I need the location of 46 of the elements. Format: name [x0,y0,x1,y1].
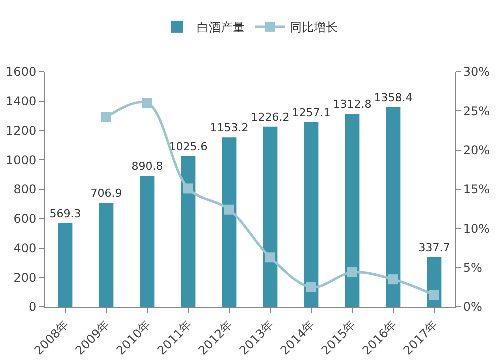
bar [181,156,196,307]
bar [345,114,360,307]
y2-tick-label: 25% [463,104,490,118]
y-tick-label: 200 [14,270,37,285]
y-tick-label: 1000 [6,153,37,168]
y-tick-label: 1600 [6,65,37,80]
bar [304,122,319,307]
data-label: 1257.1 [292,106,331,120]
y-tick-label: 800 [14,182,37,197]
y2-tick-label: 30% [463,65,490,80]
data-label: 890.8 [132,160,164,174]
point [142,98,152,108]
data-label: 1025.6 [169,140,208,154]
data-label: 706.9 [90,187,122,200]
y2-tick-label: 15% [463,182,490,197]
point [224,204,234,215]
data-label: 569.3 [50,207,82,220]
y-tick-label: 400 [14,241,37,256]
legend-label: 白酒产量 [197,20,245,35]
data-label: 1153.2 [210,122,249,135]
bar [263,126,278,307]
point [388,274,398,285]
y-tick-label: 600 [14,212,37,226]
bar [58,223,73,307]
point [306,282,316,292]
y-tick-label: 0 [28,300,37,314]
data-label: 1226.2 [251,110,290,124]
bar [99,203,114,307]
point [348,268,358,278]
y2-tick-label: 10% [463,222,490,236]
data-label: 1358.4 [374,91,413,104]
bar [222,138,237,307]
bar [140,176,155,307]
bar [386,107,401,307]
y-tick-label: 1200 [6,124,37,138]
y2-tick-label: 5% [463,261,482,276]
data-label: 337.7 [418,241,450,254]
y2-tick-label: 20% [463,144,490,158]
point [430,290,440,300]
legend-label: 同比增长 [290,20,338,35]
point [102,112,112,122]
y-tick-label: 1400 [6,94,37,109]
y2-tick-label: 0% [463,300,482,314]
data-label: 1312.8 [333,98,372,112]
point [266,252,276,263]
point [184,184,194,194]
